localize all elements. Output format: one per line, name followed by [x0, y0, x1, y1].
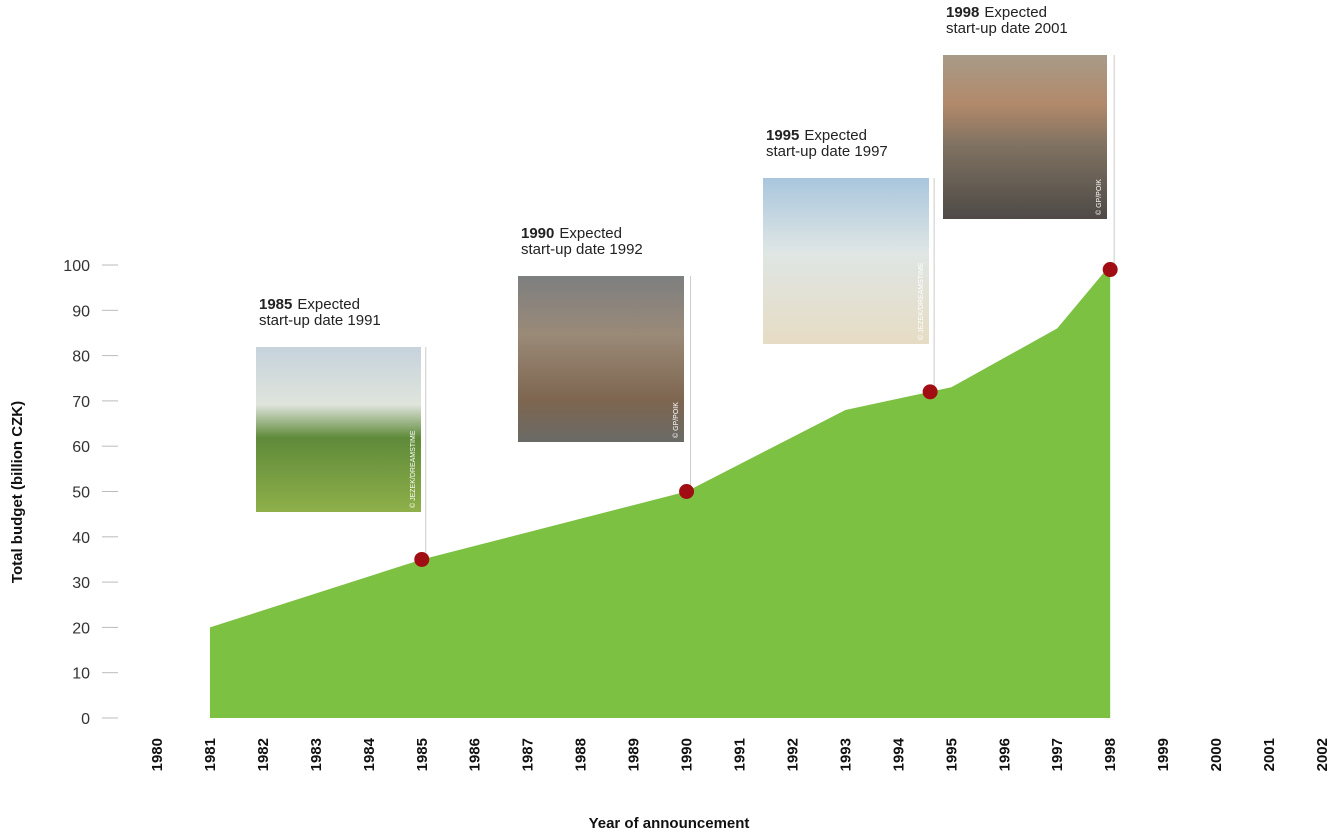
x-tick-label: 1993	[837, 738, 854, 771]
photo	[763, 178, 929, 344]
x-tick-label: 2000	[1208, 738, 1225, 771]
photo	[256, 347, 421, 512]
x-tick-label: 1984	[361, 737, 378, 771]
y-tick-label: 80	[72, 349, 90, 366]
photo-credit: © GP/POIK	[1095, 179, 1103, 215]
point	[922, 384, 938, 400]
x-tick-label: 1990	[679, 738, 696, 771]
x-tick-label: 2001	[1261, 738, 1278, 771]
y-tick-label: 10	[72, 666, 90, 683]
x-tick-label: 1980	[149, 738, 166, 771]
x-tick-label: 1992	[784, 738, 801, 771]
x-tick-label: 1981	[202, 738, 219, 771]
photo-credit: © JEZEK/DREAMSTIME	[917, 262, 925, 340]
y-tick-label: 20	[72, 620, 90, 637]
x-axis-title: Year of announcement	[589, 815, 750, 832]
annotation-year: 1990	[521, 225, 554, 242]
y-tick-label: 50	[72, 485, 90, 502]
y-tick-label: 90	[72, 303, 90, 320]
x-tick-label: 1986	[467, 738, 484, 771]
point	[414, 551, 430, 567]
photo	[943, 55, 1107, 219]
x-tick-label: 1982	[255, 738, 272, 771]
x-tick-label: 1988	[573, 738, 590, 771]
x-tick-label: 1989	[626, 738, 643, 771]
annotation-text: Expected	[297, 296, 360, 313]
annotation-title: 1985 Expected	[259, 296, 360, 313]
area	[209, 265, 1111, 718]
annotation-subtitle: start-up date 2001	[946, 20, 1068, 37]
y-tick-label: 40	[72, 530, 90, 547]
x-tick-label: 1999	[1155, 738, 1172, 771]
point	[679, 484, 695, 499]
x-tick-label: 1985	[414, 738, 431, 771]
photo	[518, 276, 684, 442]
annotation-title: 1998 Expected	[946, 4, 1047, 21]
x-tick-label: 1997	[1049, 738, 1066, 771]
x-tick-label: 1996	[996, 738, 1013, 771]
y-tick-label: 60	[72, 439, 90, 456]
x-tick-label: 1998	[1102, 738, 1119, 771]
y-tick-label: 30	[72, 575, 90, 592]
annotation-subtitle: start-up date 1991	[259, 312, 381, 329]
annotation-title: 1990 Expected	[521, 225, 622, 242]
photo-credit: © GP/POIK	[672, 402, 680, 438]
annotation-title: 1995 Expected	[766, 127, 867, 144]
y-axis-title: Total budget (billion CZK)	[9, 401, 26, 583]
annotation-year: 1985	[259, 296, 292, 313]
y-tick-label: 100	[63, 258, 90, 275]
x-tick-label: 1983	[308, 738, 325, 771]
x-tick-label: 2002	[1314, 738, 1331, 771]
x-tick-label: 1994	[890, 737, 907, 771]
y-tick-label: 0	[81, 711, 90, 728]
point	[1102, 262, 1118, 278]
annotation-subtitle: start-up date 1992	[521, 241, 643, 258]
y-tick-label: 70	[72, 394, 90, 411]
annotation-year: 1995	[766, 127, 799, 144]
x-tick-label: 1995	[943, 738, 960, 771]
annotation-year: 1998	[946, 4, 979, 21]
annotation-text: Expected	[804, 127, 867, 144]
annotation-text: Expected	[559, 225, 622, 242]
photo-credit: © JEZEK/DREAMSTIME	[409, 430, 417, 508]
annotation-subtitle: start-up date 1997	[766, 143, 888, 160]
x-tick-label: 1987	[520, 738, 537, 771]
x-tick-label: 1991	[732, 738, 749, 771]
annotation-text: Expected	[984, 4, 1047, 21]
